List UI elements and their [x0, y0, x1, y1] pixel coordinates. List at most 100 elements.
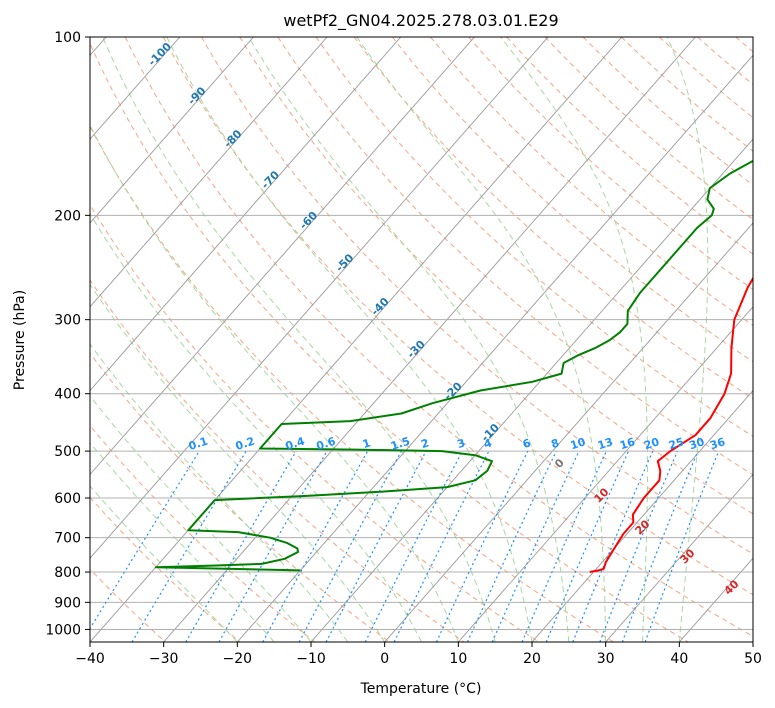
x-axis-label: Temperature (°C): [360, 681, 482, 697]
isotherm-line: [236, 54, 753, 642]
x-tick-label: −20: [223, 651, 253, 667]
mixing-ratio-label: 0.6: [315, 434, 338, 452]
moist-adiabat-label: 40: [722, 577, 742, 597]
dry-adiabat-label: -40: [368, 295, 391, 318]
isotherm-line: [90, 37, 549, 559]
mixing-ratio-label: 0.4: [284, 434, 307, 452]
dry-adiabat-line: [353, 37, 753, 400]
isotherm-line: [90, 37, 623, 642]
mixing-ratio-line: [262, 450, 369, 642]
x-tick-label: 50: [744, 651, 762, 667]
dry-adiabat-line: [162, 37, 753, 596]
dry-adiabat-line: [659, 37, 753, 119]
isotherm-line: [457, 306, 753, 642]
dry-adiabat-line: [124, 37, 753, 637]
isotherm-line: [90, 37, 254, 224]
dry-adiabat-line: [697, 37, 753, 86]
isotherm-line: [310, 138, 753, 642]
dry-adiabat-label: -70: [259, 168, 282, 191]
isotherm-line: [90, 37, 328, 308]
y-axis-ticks: 100 200 300 400 500 600 700 800 900 1000: [45, 30, 90, 638]
moist-adiabat-line: [666, 37, 709, 642]
moist-adiabat-label: 0: [552, 456, 567, 471]
isotherm-line: [531, 389, 753, 642]
dry-adiabat-label: -60: [297, 209, 320, 232]
dry-adiabat-line: [90, 424, 316, 642]
mixing-ratio-label: 3: [456, 436, 467, 451]
y-tick-label: 700: [54, 531, 81, 547]
plot-frame: [89, 36, 754, 643]
x-axis-ticks: −40 −30 −20 −10 0 10 20 30 40 50: [75, 642, 762, 667]
series-lines: [154, 159, 753, 573]
dry-adiabat-line: [620, 37, 753, 152]
dry-adiabat-line: [544, 37, 753, 221]
y-tick-label: 300: [54, 313, 81, 329]
dry-adiabat-line: [468, 37, 753, 291]
dry-adiabat-label: -90: [185, 84, 208, 107]
plot-area: 0.1 0.2 0.4 0.6 1 1.5 2 3 4 6 8 10 13 16 20 25 30 36-100-…: [90, 37, 753, 642]
moist-adiabat-label: 10: [592, 485, 612, 505]
dry-adiabat-label: -50: [333, 251, 356, 274]
y-tick-label: 1000: [45, 622, 81, 638]
mixing-ratio-line: [364, 450, 463, 642]
dry-adiabat-line: [392, 37, 753, 363]
y-tick-label: 900: [54, 595, 81, 611]
dry-adiabat-line: [90, 496, 241, 642]
mixing-ratio-label: 20: [642, 435, 661, 452]
mixing-ratio-label: 2: [419, 436, 430, 451]
mixing-ratio-line: [90, 450, 200, 630]
moist-adiabat-label: 30: [678, 546, 698, 566]
mixing-ratio-line: [298, 450, 402, 642]
series-line: [154, 159, 753, 572]
dry-adiabat-line: [277, 37, 753, 476]
mixing-ratio-line: [393, 450, 490, 642]
mixing-ratio-line: [185, 450, 297, 642]
chart-title: wetPf2_GN04.2025.278.03.01.E29: [283, 11, 558, 31]
dry-adiabat-label: -80: [221, 127, 244, 150]
isotherm-line: [90, 37, 402, 392]
moist-adiabat-line: [102, 37, 496, 642]
skewed-isotherms: [90, 37, 753, 642]
dry-adiabat-label: -30: [405, 338, 428, 361]
dry-adiabat-line: [90, 279, 465, 642]
isotherm-line: [90, 37, 181, 140]
dry-adiabat-line: [315, 37, 753, 438]
y-tick-label: 200: [54, 208, 81, 224]
x-tick-label: 30: [597, 651, 615, 667]
dry-adiabat-line: [90, 352, 390, 642]
x-tick-label: 40: [670, 651, 688, 667]
moist-adiabat-line: [90, 124, 459, 642]
y-tick-label: 800: [54, 565, 81, 581]
mixing-ratio-line: [621, 450, 699, 642]
isotherm-line: [384, 222, 753, 642]
x-tick-label: 0: [380, 651, 389, 667]
mixing-ratio-label: 0.2: [234, 435, 257, 453]
moist-adiabat-line: [90, 212, 422, 642]
mixing-ratio-label: 30: [688, 435, 707, 452]
isotherm-line: [678, 557, 753, 642]
mixing-ratio-line: [644, 450, 720, 642]
mixing-ratio-label: 1.5: [389, 435, 412, 453]
mixing-ratio-label: 25: [667, 435, 686, 452]
mixing-ratio-label: 16: [618, 435, 637, 452]
mixing-ratio-line: [466, 450, 557, 642]
mixing-ratio-line: [521, 450, 607, 642]
mixing-ratio-label: 4: [482, 436, 494, 451]
dry-adiabat-line: [735, 37, 753, 53]
moist-adiabat-line: [90, 485, 238, 642]
mixing-ratio-line: [572, 450, 654, 642]
mixing-ratio-lines: [90, 450, 720, 642]
moist-adiabat-line: [90, 283, 386, 642]
moist-adiabat-line: [356, 37, 607, 642]
x-tick-label: 20: [523, 651, 541, 667]
mixing-ratio-label: 6: [521, 436, 533, 451]
mixing-ratio-line: [599, 450, 678, 642]
dry-adiabat-line: [430, 37, 753, 326]
mixing-ratio-label: 8: [550, 436, 561, 451]
mixing-ratio-line: [435, 450, 529, 642]
x-tick-label: −10: [296, 651, 326, 667]
isotherm-line: [605, 473, 753, 642]
mixing-ratio-line: [218, 450, 328, 642]
dry-adiabat-line: [201, 37, 753, 555]
